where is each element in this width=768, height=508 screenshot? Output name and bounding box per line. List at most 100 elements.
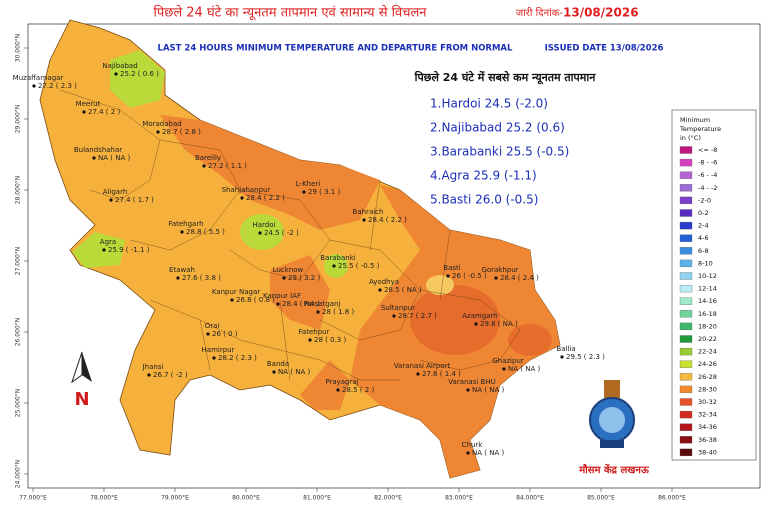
station-dot — [362, 218, 366, 222]
station-name: Agra — [100, 238, 116, 246]
y-tick-label: 28.000°N — [15, 176, 22, 204]
x-tick-label: 82.000°E — [374, 495, 402, 502]
legend-label: <= -8 — [698, 146, 717, 154]
station-dot — [202, 164, 206, 168]
x-tick-label: 77.000°E — [19, 495, 47, 502]
legend-swatch — [679, 272, 693, 280]
station-value: 27.4 ( 1.7 ) — [115, 196, 154, 204]
station-name: Lucknow — [273, 266, 304, 274]
station-name: Prayagraj — [325, 378, 358, 386]
station-value: NA ( NA ) — [98, 154, 130, 162]
station-dot — [212, 356, 216, 360]
station-value: 28 ( 0.3 ) — [314, 336, 346, 344]
station-value: 24.5 ( -2 ) — [264, 229, 299, 237]
station-value: 27.6 ( 1.4 ) — [422, 370, 461, 378]
station-name: Kanpur IAF — [263, 292, 301, 300]
station-dot — [240, 196, 244, 200]
station-dot — [560, 355, 564, 359]
station-value: 25.2 ( 0.6 ) — [120, 70, 159, 78]
station-value: 28.5 ( 2 ) — [342, 386, 374, 394]
legend-label: 18-20 — [698, 322, 717, 330]
x-tick-label: 80.000°E — [232, 495, 260, 502]
y-tick-label: 30.000°N — [15, 34, 22, 62]
station-value: 28.2 ( 2.3 ) — [218, 354, 257, 362]
x-tick-label: 79.000°E — [161, 495, 189, 502]
station-value: 25.9 ( -1.1 ) — [108, 246, 150, 254]
legend-label: 20-22 — [698, 335, 717, 343]
station-name: Moradabad — [142, 120, 181, 128]
legend-label: 0-2 — [698, 209, 709, 217]
legend-title-3: in (°C) — [680, 134, 701, 142]
station-dot — [272, 370, 276, 374]
station-value: 27.6 ( 3.8 ) — [182, 274, 221, 282]
station-value: 29 ( 3.2 ) — [288, 274, 320, 282]
station-value: NA ( NA ) — [278, 368, 310, 376]
station-name: Bulandshahar — [74, 146, 122, 154]
station-dot — [258, 231, 262, 235]
station-value: 25.5 ( -0.5 ) — [338, 262, 380, 270]
station-dot — [302, 190, 306, 194]
station-name: Basti — [443, 264, 460, 272]
station-value: 26 ( -0.5 ) — [452, 272, 487, 280]
station-value: 26.8 ( 0.8 ) — [236, 296, 275, 304]
station-value: 28 ( 1.8 ) — [322, 308, 354, 316]
legend-swatch — [679, 398, 693, 406]
station-value: NA ( NA ) — [508, 365, 540, 373]
y-tick-label: 26.000°N — [15, 318, 22, 346]
station-dot — [494, 276, 498, 280]
legend-swatch — [679, 373, 693, 381]
legend-swatch — [679, 385, 693, 394]
station-dot — [206, 332, 210, 336]
station-name: Ghazipur — [492, 357, 524, 365]
legend-label: -4 - -2 — [698, 184, 717, 192]
station-dot — [466, 388, 470, 392]
station-dot — [416, 372, 420, 376]
legend-swatch — [679, 284, 693, 293]
station-name: Meerut — [76, 100, 101, 108]
legend-swatch — [679, 322, 693, 331]
station-name: Bareilly — [195, 154, 221, 162]
station-value: 29 ( 3.1 ) — [308, 188, 340, 196]
station-name: Hardoi — [253, 221, 276, 229]
station-dot — [109, 198, 113, 202]
station-name: Najibabad — [102, 62, 137, 70]
y-tick-label: 29.000°N — [15, 105, 22, 133]
station-value: 28.4 ( 2.4 ) — [500, 274, 539, 282]
station-value: 26 ( 0 ) — [212, 330, 238, 338]
station-dot — [230, 298, 234, 302]
legend-title-2: Temperature — [679, 125, 721, 133]
issue-label: जारी दिनांक- — [516, 7, 564, 19]
station-name: Fatehpur — [299, 328, 330, 336]
legend-swatch — [679, 158, 693, 167]
emblem — [589, 380, 635, 448]
station-dot — [147, 373, 151, 377]
y-tick-label: 27.000°N — [15, 247, 22, 275]
legend-swatch — [679, 171, 693, 179]
station-dot — [336, 388, 340, 392]
legend-label: -6 - -4 — [698, 171, 717, 179]
x-tick-label: 84.000°E — [516, 495, 544, 502]
station-name: Etawah — [169, 266, 195, 274]
ranking-list: 1.Hardoi 24.5 (-2.0) 2.Najibabad 25.2 (0.… — [430, 97, 569, 207]
legend-swatch — [679, 259, 693, 268]
legend-label: 36-38 — [698, 436, 717, 444]
station-name: Bahraich — [353, 208, 384, 216]
station-dot — [102, 248, 106, 252]
station-dot — [378, 288, 382, 292]
legend-label: 2-4 — [698, 222, 709, 230]
station-name: Fursatganj — [304, 300, 341, 308]
station-value: 28.8 ( 5.5 ) — [186, 228, 225, 236]
legend-swatch — [679, 221, 693, 230]
issued-english: ISSUED DATE 13/08/2026 — [545, 44, 664, 54]
map-frame — [27, 23, 761, 489]
legend-swatch — [679, 410, 693, 419]
station-value: NA ( NA ) — [472, 449, 504, 457]
footer-office: मौसम केंद्र लखनऊ — [578, 463, 650, 476]
legend-swatch — [679, 448, 693, 457]
ranking-item: 2.Najibabad 25.2 (0.6) — [430, 121, 565, 135]
station-name: Barabanki — [320, 254, 355, 262]
district-lines — [59, 89, 521, 381]
legend-label: -8 - -6 — [698, 159, 717, 167]
station-value: 28.7 ( 2.7 ) — [398, 312, 437, 320]
